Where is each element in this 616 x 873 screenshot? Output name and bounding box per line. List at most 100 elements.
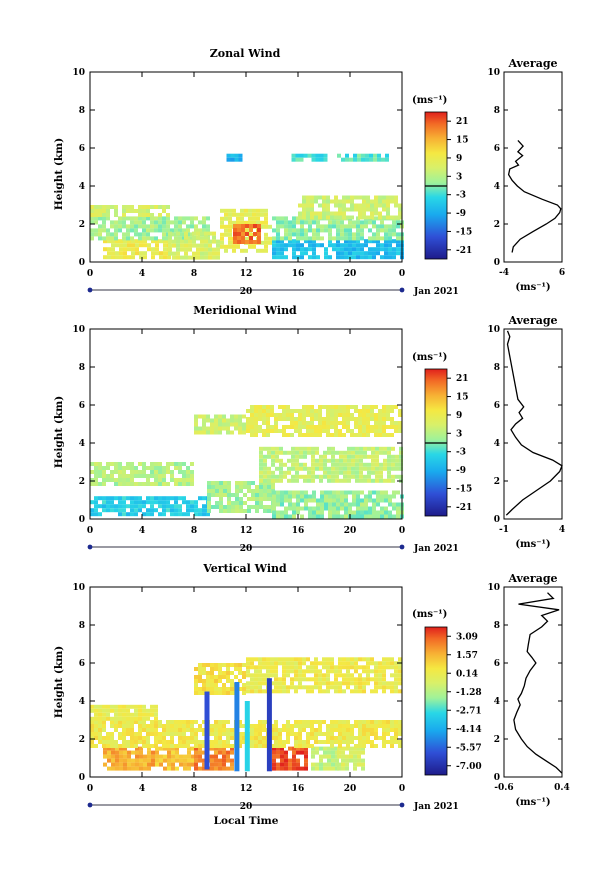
heatmap-cell bbox=[302, 657, 306, 662]
heatmap-cell bbox=[115, 762, 119, 767]
heatmap-cell bbox=[119, 746, 123, 751]
y-tick-label: 8 bbox=[79, 621, 85, 631]
colorbar-ticks: 3.091.570.14-1.28-2.71-4.14-5.57-7.00 bbox=[447, 632, 482, 772]
heatmap-cell bbox=[142, 712, 146, 717]
heatmap-cell bbox=[394, 685, 398, 690]
heatmap-cell bbox=[204, 231, 208, 236]
heatmap-cell bbox=[370, 413, 374, 417]
heatmap-cell bbox=[388, 243, 392, 248]
heatmap-cell bbox=[272, 494, 276, 499]
heatmap-cell bbox=[210, 426, 214, 431]
heatmap-cell bbox=[320, 243, 324, 248]
heatmap-cell bbox=[222, 740, 226, 744]
heatmap-cell bbox=[250, 661, 254, 666]
heatmap-cell bbox=[110, 236, 114, 241]
heatmap-cell bbox=[282, 425, 286, 429]
heatmap-cell bbox=[186, 736, 190, 740]
heatmap-cell bbox=[154, 236, 158, 241]
colorbar-tick-label: -15 bbox=[456, 484, 472, 494]
heatmap-cell bbox=[272, 251, 276, 256]
heatmap-cell bbox=[166, 728, 170, 732]
heatmap-cell bbox=[119, 243, 123, 248]
heatmap-cell bbox=[143, 243, 147, 248]
heatmap-cell bbox=[376, 514, 380, 519]
heatmap-cell bbox=[235, 509, 239, 513]
heatmap-cell bbox=[331, 746, 335, 751]
heatmap-cell bbox=[374, 433, 378, 437]
heatmap-cell bbox=[142, 482, 146, 486]
heatmap-cell bbox=[299, 450, 303, 455]
heatmap-cell bbox=[310, 736, 314, 740]
heatmap-cell bbox=[314, 720, 318, 724]
heatmap-cell bbox=[220, 224, 224, 229]
heatmap-cell bbox=[150, 205, 154, 209]
average-y-tick-label: 0 bbox=[494, 773, 500, 783]
heatmap-cell bbox=[110, 474, 114, 478]
heatmap-cell bbox=[327, 762, 331, 767]
heatmap-cell bbox=[388, 247, 392, 252]
heatmap-cell bbox=[218, 679, 222, 683]
heatmap-cell bbox=[254, 673, 258, 678]
heatmap-cell bbox=[215, 501, 219, 505]
heatmap-cell bbox=[298, 677, 302, 682]
heatmap-cell bbox=[184, 247, 188, 252]
heatmap-cell bbox=[267, 466, 271, 471]
heatmap-cell bbox=[292, 239, 296, 244]
heatmap-cell bbox=[272, 514, 276, 519]
heatmap-cell bbox=[328, 255, 332, 260]
heatmap-cell bbox=[134, 716, 138, 721]
heatmap-cell bbox=[352, 498, 356, 503]
heatmap-cell bbox=[335, 758, 339, 763]
heatmap-cell bbox=[228, 220, 232, 225]
heatmap-cell bbox=[238, 679, 242, 683]
heatmap-cell bbox=[260, 212, 264, 217]
heatmap-cell bbox=[362, 720, 366, 724]
heatmap-cell bbox=[356, 228, 360, 233]
heatmap-cell bbox=[242, 422, 246, 427]
heatmap-cell bbox=[361, 758, 365, 763]
heatmap-cell bbox=[372, 220, 376, 225]
heatmap-cell bbox=[369, 157, 373, 162]
heatmap-cell bbox=[378, 211, 382, 216]
heatmap-cell bbox=[126, 205, 130, 209]
heatmap-cell bbox=[396, 220, 400, 225]
heatmap-cell bbox=[162, 470, 166, 474]
heatmap-cell bbox=[368, 255, 372, 260]
heatmap-cell bbox=[266, 405, 270, 409]
heatmap-cell bbox=[303, 446, 307, 451]
heatmap-cell bbox=[142, 216, 146, 221]
heatmap-cell bbox=[338, 409, 342, 413]
heatmap-cell bbox=[139, 758, 143, 763]
heatmap-cell bbox=[172, 239, 176, 244]
heatmap-cell bbox=[332, 236, 336, 241]
heatmap-cell bbox=[122, 470, 126, 474]
heatmap-cell bbox=[90, 209, 94, 213]
heatmap-cell bbox=[231, 509, 235, 513]
heatmap-cell bbox=[366, 203, 370, 208]
heatmap-cell bbox=[126, 482, 130, 486]
heatmap-cell bbox=[338, 665, 342, 670]
heatmap-cell bbox=[394, 740, 398, 744]
heatmap-cell bbox=[334, 677, 338, 682]
heatmap-cell bbox=[338, 215, 342, 220]
heatmap-cell bbox=[320, 506, 324, 511]
heatmap-cell bbox=[90, 736, 94, 740]
heatmap-cell bbox=[267, 446, 271, 451]
average-xlabel: (ms⁻¹) bbox=[515, 797, 550, 808]
heatmap-cell bbox=[322, 195, 326, 200]
heatmap-cell bbox=[126, 209, 130, 213]
heatmap-cell bbox=[174, 496, 178, 501]
heatmap-cell bbox=[218, 663, 222, 667]
heatmap-cell bbox=[162, 508, 166, 513]
heatmap-cell bbox=[294, 732, 298, 736]
heatmap-cell bbox=[310, 433, 314, 437]
heatmap-cell bbox=[246, 657, 250, 662]
heatmap-cell bbox=[300, 498, 304, 503]
heatmap-cell bbox=[356, 243, 360, 248]
heatmap-cell bbox=[300, 228, 304, 233]
x-ticks: 0 4 8 12 16 20 0 bbox=[87, 72, 405, 279]
heatmap-cell bbox=[278, 417, 282, 421]
heatmap-cell bbox=[383, 462, 387, 467]
heatmap-cell bbox=[367, 454, 371, 459]
heatmap-cell bbox=[290, 425, 294, 429]
